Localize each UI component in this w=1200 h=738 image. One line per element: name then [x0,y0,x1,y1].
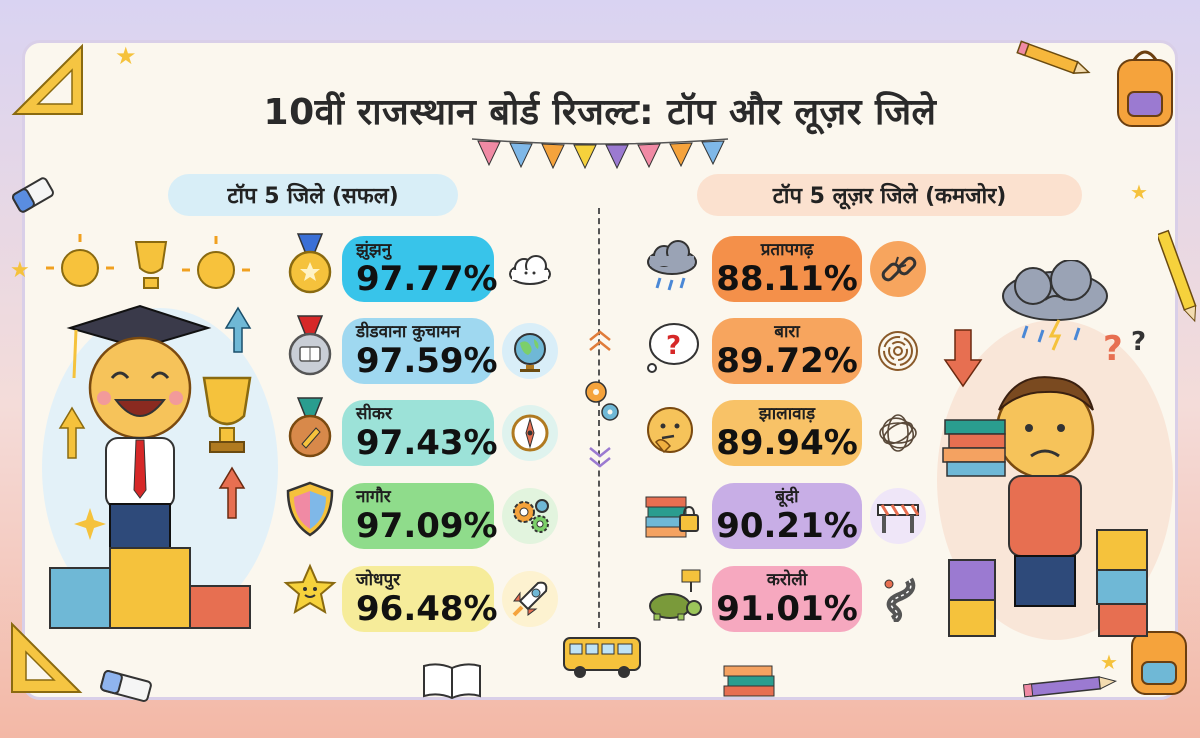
cloud-icon [502,241,558,297]
district-name: बारा [774,322,800,342]
pass-percentage: 89.94% [716,423,858,463]
maze-icon [870,323,926,379]
gears-divider-icon [585,330,619,468]
loser-district-card: करोली 91.01% [712,566,862,632]
thinking-face-icon [642,402,698,462]
pass-percentage: 97.09% [356,506,498,546]
rocket-icon [502,571,558,627]
school-bus-icon [563,637,641,678]
district-name: जोधपुर [356,570,401,590]
district-name: डीडवाना कुचामन [356,322,461,342]
pencil-right-icon [1158,229,1197,323]
loser-district-card: बूंदी 90.21% [712,483,862,549]
tangle-icon [870,405,926,461]
barrier-icon [870,488,926,544]
top-districts-heading: टॉप 5 जिले (सफल) [168,174,458,216]
winding-road-icon [870,571,926,627]
turtle-icon [642,568,708,628]
pass-percentage: 88.11% [716,259,858,299]
pass-percentage: 91.01% [716,589,858,629]
broken-chain-icon [870,241,926,297]
book-stack-icon [723,665,775,697]
happy-student-illustration [42,234,278,629]
top-district-card: सीकर 97.43% [342,400,498,466]
backpack-bottom-icon [1131,631,1187,695]
section-divider [598,208,600,628]
gold-medal-icon [282,232,338,300]
pass-percentage: 96.48% [356,589,498,629]
bunting-icon [471,138,729,169]
svg-text:?: ? [666,331,681,361]
smiling-star-icon [282,562,338,622]
pass-percentage: 89.72% [716,341,858,381]
eraser-icon [12,177,54,213]
district-name: प्रतापगढ़ [760,240,814,260]
district-name: नागौर [356,487,391,507]
bronze-medal-icon [282,396,338,464]
svg-text:?: ? [1131,327,1146,357]
district-name: झुंझनु [356,240,392,260]
globe-icon [502,323,558,379]
pencil-icon [1016,40,1091,75]
open-book-icon [423,663,481,700]
gears-icon [502,488,558,544]
district-name: करोली [766,570,808,590]
loser-districts-heading: टॉप 5 लूज़र जिले (कमजोर) [697,174,1082,216]
top-district-card: नागौर 97.09% [342,483,498,549]
eraser-bottom-icon [100,670,152,702]
star-icon: ★ [1130,180,1148,204]
set-square-icon [11,621,83,693]
rain-cloud-icon [642,238,702,302]
ruler-triangle-icon [11,43,83,115]
district-name: सीकर [356,404,392,424]
backpack-icon [1117,50,1173,127]
district-name: झालावाड़ [758,404,816,424]
star-icon: ★ [10,258,30,283]
top-district-card: झुंझनु 97.77% [342,236,498,302]
sad-student-illustration: ? ? [937,260,1173,640]
silver-medal-icon [282,314,338,382]
top-district-card: डीडवाना कुचामन 97.59% [342,318,498,384]
svg-text:?: ? [1103,329,1123,369]
locked-books-icon [642,485,702,545]
page-title: 10वीं राजस्थान बोर्ड रिजल्ट: टॉप और लूज़… [263,92,937,133]
loser-district-card: प्रतापगढ़ 88.11% [712,236,862,302]
shield-icon [282,479,338,543]
pass-percentage: 97.77% [356,259,498,299]
district-name: बूंदी [775,487,799,507]
pass-percentage: 97.59% [356,341,498,381]
star-icon: ★ [1100,650,1118,674]
star-icon: ★ [115,42,137,70]
loser-district-card: झालावाड़ 89.94% [712,400,862,466]
compass-icon [502,405,558,461]
loser-district-card: बारा 89.72% [712,318,862,384]
top-district-card: जोधपुर 96.48% [342,566,498,632]
pass-percentage: 90.21% [716,506,858,546]
question-bubble-icon: ? [642,320,702,380]
pass-percentage: 97.43% [356,423,498,463]
pencil-bottom-icon [1022,676,1118,698]
